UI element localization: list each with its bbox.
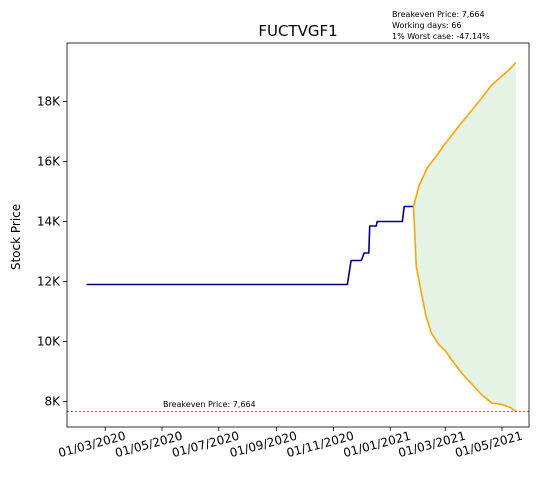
annotation-line-working-days: Working days: 66 xyxy=(392,21,461,30)
chart-title: FUCTVGF1 xyxy=(258,22,337,40)
y-tick-label: 18K xyxy=(37,95,61,109)
annotation-line-breakeven: Breakeven Price: 7,664 xyxy=(392,10,485,19)
forecast-lower-line xyxy=(412,206,517,413)
y-tick-label: 14K xyxy=(37,215,61,229)
breakeven-line-label: Breakeven Price: 7,664 xyxy=(163,400,256,409)
annotation-line-worst-case: 1% Worst case: -47.14% xyxy=(392,32,490,41)
forecast-range-fill xyxy=(413,62,516,412)
y-tick-label: 8K xyxy=(44,395,61,409)
y-tick-label: 16K xyxy=(37,155,61,169)
plot-frame xyxy=(66,42,530,428)
y-tick-label: 12K xyxy=(37,275,61,289)
plot-layer: 8K10K12K14K16K18K01/03/202001/05/202001/… xyxy=(37,42,530,460)
y-tick-label: 10K xyxy=(37,335,61,349)
historical-price-line xyxy=(86,205,414,286)
forecast-upper-line xyxy=(412,61,517,207)
y-axis-label: Stock Price xyxy=(9,204,23,270)
